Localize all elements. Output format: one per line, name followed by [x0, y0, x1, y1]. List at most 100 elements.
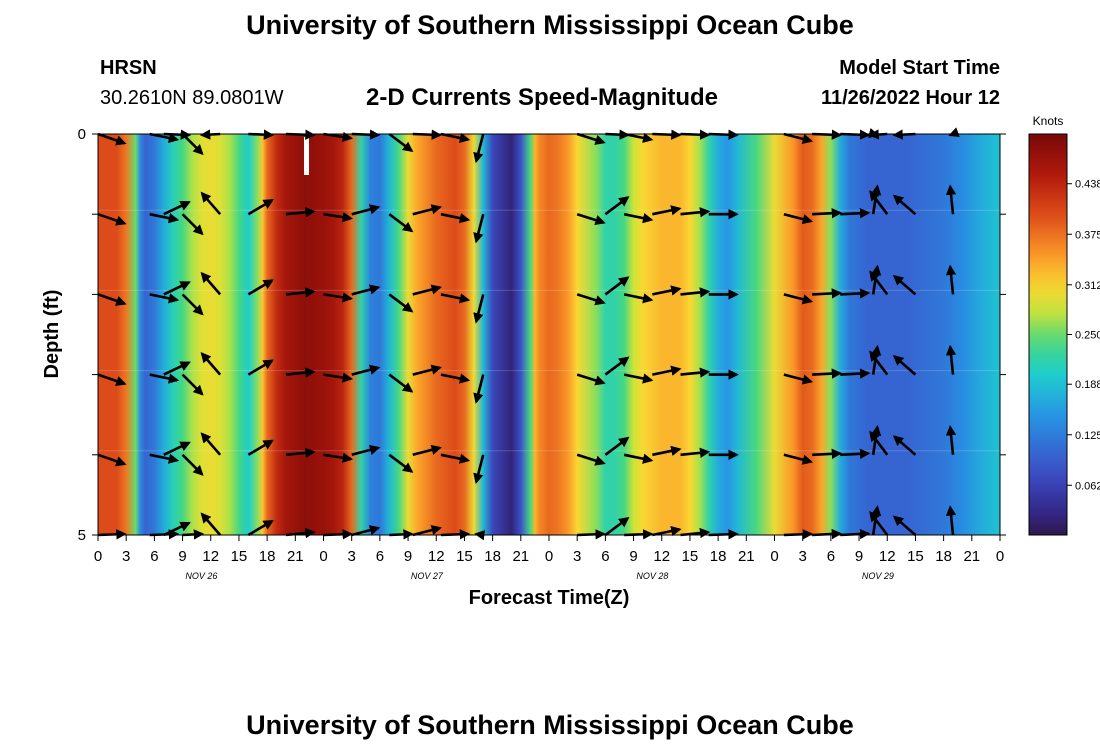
- x-tick-label: 0: [545, 548, 553, 565]
- currents-chart: 0 3 6 9 12 15 18 21 0 3 6 9 12 15 18 21 0 3 6 9 12 15 18 21 0 3 6 9…: [41, 114, 1100, 609]
- current-vector: [285, 447, 316, 459]
- current-vector: [623, 453, 654, 464]
- x-tick-label: 18: [484, 548, 501, 565]
- current-vector: [388, 453, 414, 473]
- current-vector: [945, 184, 957, 215]
- x-axis-label: Forecast Time(Z): [469, 587, 630, 609]
- current-vector: [181, 133, 204, 156]
- x-tick-label: 9: [404, 548, 412, 565]
- current-vector: [812, 288, 843, 299]
- current-vector: [412, 364, 442, 376]
- current-vector: [869, 190, 889, 215]
- speed-heatmap: [98, 134, 1000, 535]
- colorbar-tick-label: 0.438: [1075, 179, 1100, 191]
- current-vector: [840, 288, 871, 299]
- x-tick-label: 0: [94, 548, 102, 565]
- model-start-value: 11/26/2022 Hour 12: [820, 87, 1000, 109]
- current-vector: [623, 293, 654, 304]
- current-vector: [892, 435, 917, 456]
- current-vector: [163, 521, 191, 537]
- current-vector: [604, 196, 630, 216]
- current-vector: [285, 287, 316, 298]
- x-tick-label: 21: [287, 548, 304, 565]
- colorbar-tick-label: 0.062: [1075, 480, 1100, 492]
- colorbar-tick-label: 0.375: [1075, 229, 1100, 241]
- current-vector: [149, 132, 180, 144]
- current-vector: [351, 444, 381, 457]
- model-start-label: Model Start Time: [839, 57, 1000, 79]
- current-vector: [783, 373, 814, 385]
- y-axis: 05: [78, 126, 1006, 544]
- current-vector: [285, 207, 316, 218]
- colorbar-units: Knots: [1033, 114, 1064, 128]
- current-vector: [945, 264, 957, 295]
- current-vector: [892, 355, 917, 376]
- current-vector: [945, 505, 957, 536]
- day-label: NOV 28: [636, 571, 668, 581]
- x-tick-label: 6: [376, 548, 384, 565]
- current-vector: [200, 271, 222, 296]
- current-vector: [351, 284, 381, 296]
- colorbar: [1028, 133, 1068, 536]
- x-tick-label: 0: [770, 548, 778, 565]
- current-vector: [576, 453, 606, 466]
- x-tick-label: 21: [738, 548, 755, 565]
- current-vector: [652, 365, 682, 376]
- x-tick-label: 21: [512, 548, 529, 565]
- current-vector: [440, 373, 471, 384]
- current-vector: [680, 447, 711, 459]
- current-vector: [945, 344, 957, 375]
- current-vector: [623, 132, 654, 144]
- current-vector: [323, 212, 353, 223]
- current-vector: [892, 194, 917, 216]
- x-tick-label: 6: [150, 548, 158, 565]
- current-vector: [869, 270, 889, 296]
- x-tick-label: 3: [348, 548, 356, 565]
- current-vector: [181, 373, 204, 396]
- current-vector: [473, 454, 485, 484]
- x-tick-label: 12: [653, 548, 670, 565]
- current-vector: [869, 430, 889, 456]
- x-axis: 0 3 6 9 12 15 18 21 0 3 6 9 12 15 18 21 0 3 6 9 12 15 18 21 0 3 6 9…: [94, 535, 1004, 581]
- current-vector: [181, 453, 204, 476]
- x-tick-label: 12: [428, 548, 445, 565]
- current-vector: [412, 204, 442, 216]
- current-vector: [163, 441, 191, 456]
- current-vector: [412, 525, 442, 537]
- colorbar-tick-label: 0.125: [1075, 430, 1100, 442]
- current-vector: [623, 212, 654, 224]
- current-vector: [473, 294, 485, 324]
- colorbar-ticks: 0.062 0.125 0.188 0.250 0.312 0.375 0.438: [1067, 179, 1100, 492]
- current-vector: [576, 132, 606, 145]
- x-tick-label: 9: [855, 548, 863, 565]
- current-vector: [163, 281, 191, 296]
- x-tick-label: 15: [907, 548, 924, 565]
- x-tick-label: 12: [879, 548, 896, 565]
- current-vector: [149, 373, 180, 384]
- current-vector: [149, 293, 180, 304]
- current-vector: [440, 293, 471, 304]
- current-vector: [604, 276, 630, 296]
- footer-title: University of Southern Mississippi Ocean…: [246, 710, 854, 740]
- current-vector: [440, 132, 471, 144]
- current-vector: [440, 453, 471, 464]
- current-vector: [149, 212, 180, 224]
- current-vector: [200, 352, 222, 376]
- x-tick-label: 18: [935, 548, 952, 565]
- current-vector: [351, 364, 381, 376]
- current-vector: [200, 432, 222, 456]
- x-tick-label: 9: [629, 548, 637, 565]
- current-vector: [652, 285, 682, 296]
- x-tick-label: 18: [710, 548, 727, 565]
- current-vector: [812, 208, 843, 219]
- current-vector: [351, 525, 381, 537]
- current-vector: [680, 367, 711, 378]
- x-tick-label: 21: [963, 548, 980, 565]
- current-vector: [680, 207, 711, 218]
- current-vector: [840, 448, 871, 460]
- current-vector: [247, 279, 274, 296]
- station-coordinates: 30.2610N 89.0801W: [100, 87, 284, 109]
- current-vector: [652, 205, 682, 216]
- current-vector: [473, 374, 485, 404]
- current-vector: [604, 356, 630, 376]
